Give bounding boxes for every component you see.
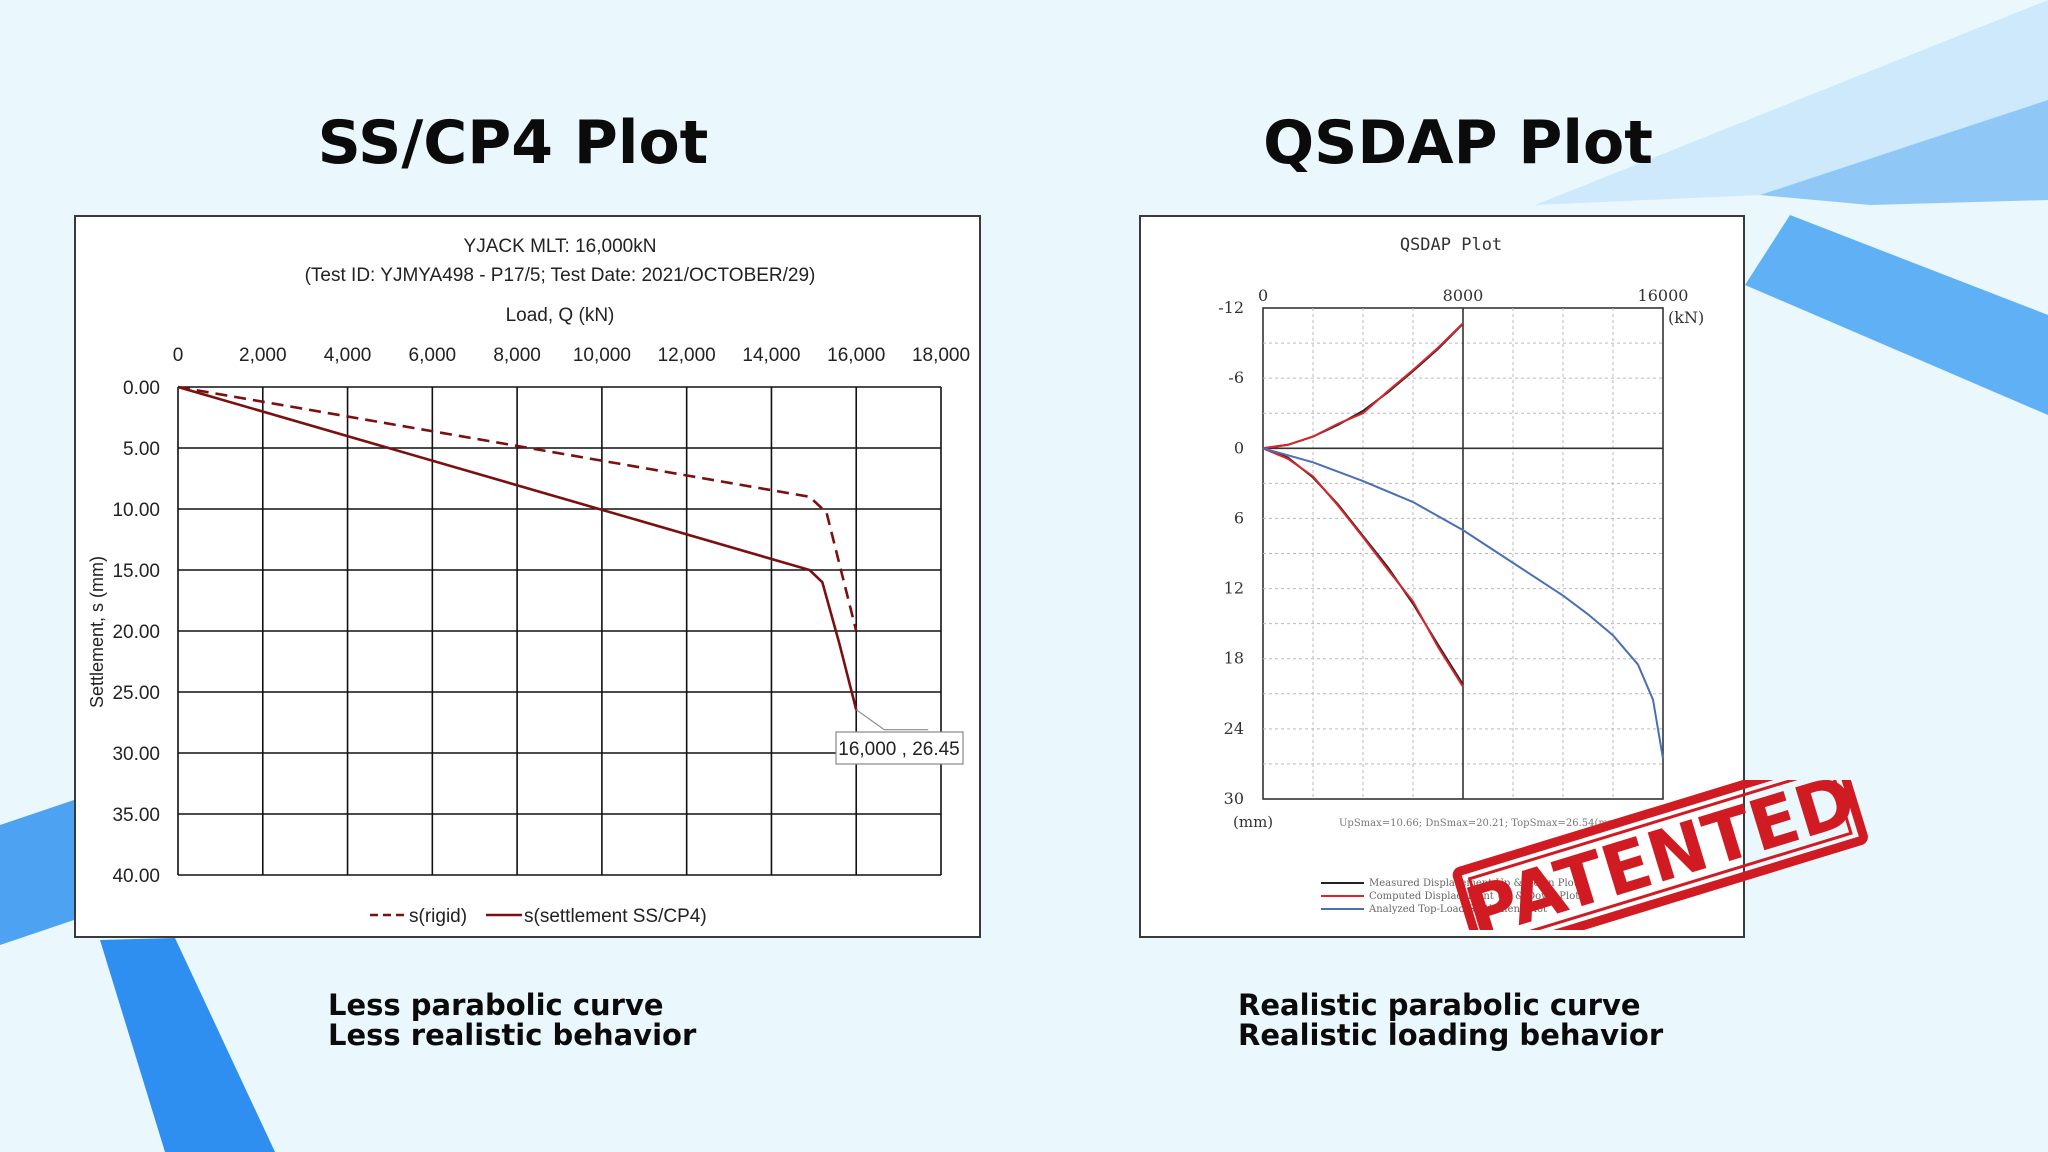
ss-cp4-heading: SS/CP4 Plot — [317, 108, 709, 178]
bg-stripe-bottom — [100, 938, 275, 1152]
y-tick-label: 10.00 — [112, 500, 160, 521]
y-tick-label: 35.00 — [112, 805, 160, 826]
qsdap-chart-title: QSDAP Plot — [1400, 235, 1502, 255]
ss-cp4-caption: Less parabolic curve Less realistic beha… — [328, 990, 696, 1050]
annotation-leader — [855, 709, 929, 731]
legend-label-settlement: s(settlement SS/CP4) — [524, 906, 707, 927]
x-tick-label: 18,000 — [912, 345, 970, 366]
x-tick-label: 10,000 — [573, 345, 631, 366]
x-tick-label: 0 — [173, 345, 184, 366]
y-tick-label: -12 — [1218, 298, 1244, 317]
chart-title-line1: YJACK MLT: 16,000kN — [464, 236, 657, 257]
ss-cp4-caption-line1: Less parabolic curve — [328, 988, 664, 1022]
y-tick-label: 6 — [1234, 508, 1244, 527]
legend-label-measured: Measured Displacement Up & Down Plots — [1369, 878, 1583, 889]
y-tick-label: 20.00 — [112, 622, 160, 643]
y-tick-label: 0.00 — [123, 378, 160, 399]
x-tick-label: 6,000 — [409, 345, 457, 366]
qsdap-footnote: UpSmax=10.66; DnSmax=20.21; TopSmax=26.5… — [1339, 818, 1621, 829]
qsdap-x-ticks: 0 8000 16000 — [1258, 286, 1688, 305]
y-axis-label: Settlement, s (mm) — [87, 556, 107, 708]
series-line-settlement — [177, 385, 858, 711]
chart-title-line2: (Test ID: YJMYA498 - P17/5; Test Date: 2… — [305, 265, 816, 286]
x-tick-label: 4,000 — [324, 345, 372, 366]
qsdap-heading: QSDAP Plot — [1263, 108, 1653, 178]
qsdap-y-unit: (mm) — [1233, 813, 1273, 831]
y-tick-label: -6 — [1228, 368, 1244, 387]
ss-cp4-gridlines — [177, 386, 942, 876]
y-tick-label: 25.00 — [112, 683, 160, 704]
bg-stripe-mid — [1760, 100, 2048, 205]
ss-cp4-annotation: 16,000 , 26.45 — [835, 709, 964, 765]
patented-stamp: PATENTED — [1452, 780, 1868, 930]
bg-stripe-right — [1745, 215, 2048, 415]
qsdap-legend: Measured Displacement Up & Down Plots Co… — [1321, 878, 1584, 915]
x-tick-label: 14,000 — [742, 345, 800, 366]
qsdap-chart: QSDAP Plot 0 8000 16000 -12 -6 0 6 12 18 24 30 (k… — [1218, 235, 1704, 915]
qsdap-x-unit: (kN) — [1668, 308, 1704, 327]
x-tick-label: 0 — [1258, 286, 1268, 305]
bg-stripe-light — [1535, 0, 2048, 205]
qsdap-y-ticks: -12 -6 0 6 12 18 24 30 — [1218, 298, 1244, 808]
x-tick-label: 12,000 — [658, 345, 716, 366]
y-tick-label: 15.00 — [112, 561, 160, 582]
ss-cp4-series — [177, 385, 858, 711]
qsdap-gridlines — [1262, 307, 1664, 800]
series-line-rigid — [177, 385, 858, 632]
x-axis-label: Load, Q (kN) — [506, 305, 615, 326]
qsdap-caption-line1: Realistic parabolic curve — [1238, 988, 1641, 1022]
y-tick-label: 40.00 — [112, 866, 160, 887]
x-tick-label: 2,000 — [239, 345, 287, 366]
qsdap-caption-line2: Realistic loading behavior — [1238, 1018, 1664, 1052]
ss-cp4-chart-panel: YJACK MLT: 16,000kN (Test ID: YJMYA498 -… — [74, 215, 981, 938]
series-line-analyzed-top — [1262, 447, 1664, 759]
stamp-inner-border — [1467, 780, 1853, 930]
legend-label-analyzed: Analyzed Top-Load Settlement Plot — [1368, 904, 1547, 915]
ss-cp4-y-ticks: 0.00 5.00 10.00 15.00 20.00 25.00 30.00 35.00 40… — [112, 378, 160, 887]
y-tick-label: 12 — [1224, 579, 1244, 598]
y-tick-label: 18 — [1224, 649, 1244, 668]
y-tick-label: 30 — [1224, 789, 1244, 808]
x-tick-label: 8,000 — [493, 345, 541, 366]
annotation-box — [835, 731, 964, 765]
annotation-label: 16,000 , 26.45 — [838, 739, 960, 760]
bg-stripe-left — [0, 800, 74, 945]
ss-cp4-chart: YJACK MLT: 16,000kN (Test ID: YJMYA498 -… — [87, 236, 970, 927]
y-tick-label: 5.00 — [123, 439, 160, 460]
legend-label-rigid: s(rigid) — [409, 906, 467, 927]
x-tick-label: 16000 — [1638, 286, 1689, 305]
series-line-computed-down — [1262, 447, 1464, 688]
legend-label-computed: Computed Displacement Up & Down Plots — [1369, 891, 1584, 902]
y-tick-label: 0 — [1234, 438, 1244, 457]
stamp-outer-border — [1452, 780, 1868, 930]
qsdap-series — [1262, 322, 1664, 759]
ss-cp4-x-ticks: 0 2,000 4,000 6,000 8,000 10,000 12,000 14,000 1… — [173, 345, 970, 366]
series-line-computed-up — [1262, 322, 1464, 450]
ss-cp4-caption-line2: Less realistic behavior — [328, 1018, 697, 1052]
x-tick-label: 8000 — [1443, 286, 1484, 305]
ss-cp4-legend: s(rigid) s(settlement SS/CP4) — [370, 906, 707, 927]
qsdap-caption: Realistic parabolic curve Realistic load… — [1238, 990, 1663, 1050]
x-tick-label: 16,000 — [827, 345, 885, 366]
y-tick-label: 30.00 — [112, 744, 160, 765]
y-tick-label: 24 — [1224, 719, 1244, 738]
